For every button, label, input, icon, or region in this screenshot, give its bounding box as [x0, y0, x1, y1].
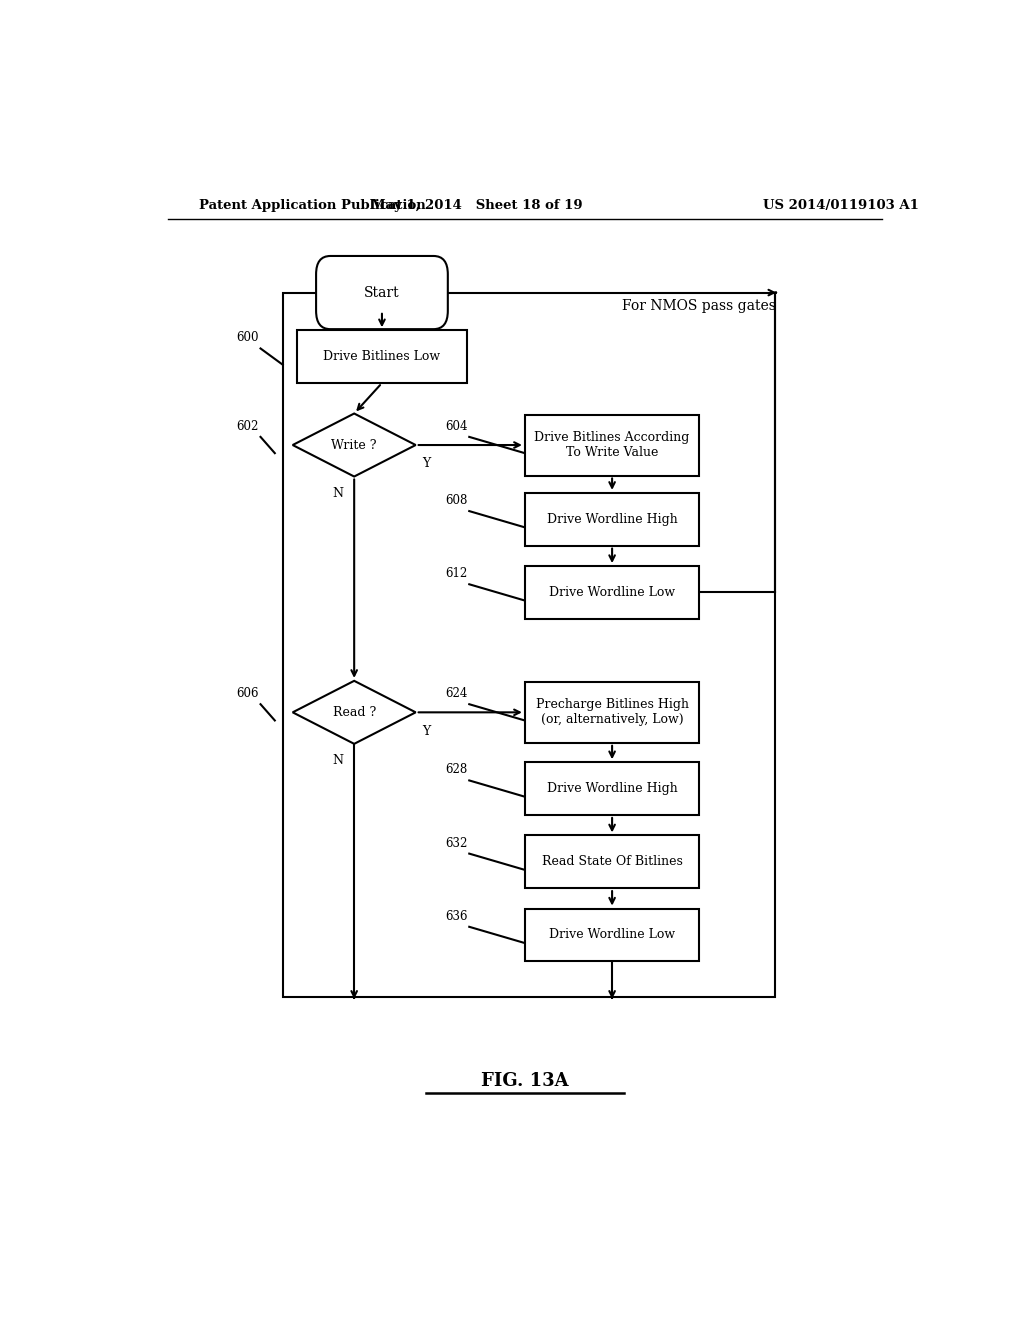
- Text: 612: 612: [445, 568, 468, 581]
- Text: Write ?: Write ?: [332, 438, 377, 451]
- Text: May 1, 2014   Sheet 18 of 19: May 1, 2014 Sheet 18 of 19: [372, 198, 583, 211]
- Text: Y: Y: [422, 725, 430, 738]
- Text: US 2014/0119103 A1: US 2014/0119103 A1: [763, 198, 919, 211]
- Text: Read State Of Bitlines: Read State Of Bitlines: [542, 855, 683, 869]
- Text: Drive Bitlines Low: Drive Bitlines Low: [324, 350, 440, 363]
- Text: Precharge Bitlines High
(or, alternatively, Low): Precharge Bitlines High (or, alternative…: [536, 698, 688, 726]
- Bar: [524, 762, 699, 814]
- Text: Patent Application Publication: Patent Application Publication: [200, 198, 426, 211]
- Text: N: N: [332, 487, 343, 500]
- FancyBboxPatch shape: [316, 256, 447, 329]
- Bar: [524, 836, 699, 888]
- Text: Drive Wordline Low: Drive Wordline Low: [549, 586, 675, 599]
- Text: Y: Y: [422, 457, 430, 470]
- Bar: [524, 566, 699, 619]
- Text: 604: 604: [445, 420, 468, 433]
- Polygon shape: [293, 413, 416, 477]
- Text: 624: 624: [445, 688, 468, 700]
- Text: 636: 636: [445, 909, 468, 923]
- Text: 602: 602: [237, 420, 259, 433]
- Text: 608: 608: [445, 494, 468, 507]
- Bar: [524, 682, 699, 743]
- Text: Start: Start: [365, 285, 399, 300]
- Bar: [524, 414, 699, 475]
- Text: FIG. 13A: FIG. 13A: [481, 1072, 568, 1090]
- Bar: [524, 908, 699, 961]
- Text: Drive Wordline High: Drive Wordline High: [547, 781, 678, 795]
- Polygon shape: [293, 681, 416, 744]
- Text: N: N: [332, 754, 343, 767]
- Bar: [524, 492, 699, 545]
- Text: Drive Bitlines According
To Write Value: Drive Bitlines According To Write Value: [535, 432, 690, 459]
- Text: For NMOS pass gates: For NMOS pass gates: [623, 298, 776, 313]
- Text: Read ?: Read ?: [333, 706, 376, 719]
- Text: 600: 600: [237, 331, 259, 345]
- Text: 632: 632: [445, 837, 468, 850]
- Text: 606: 606: [237, 688, 259, 700]
- Text: Drive Wordline Low: Drive Wordline Low: [549, 928, 675, 941]
- Bar: [283, 293, 775, 997]
- Text: 628: 628: [445, 763, 468, 776]
- Bar: [297, 330, 467, 383]
- Text: Drive Wordline High: Drive Wordline High: [547, 512, 678, 525]
